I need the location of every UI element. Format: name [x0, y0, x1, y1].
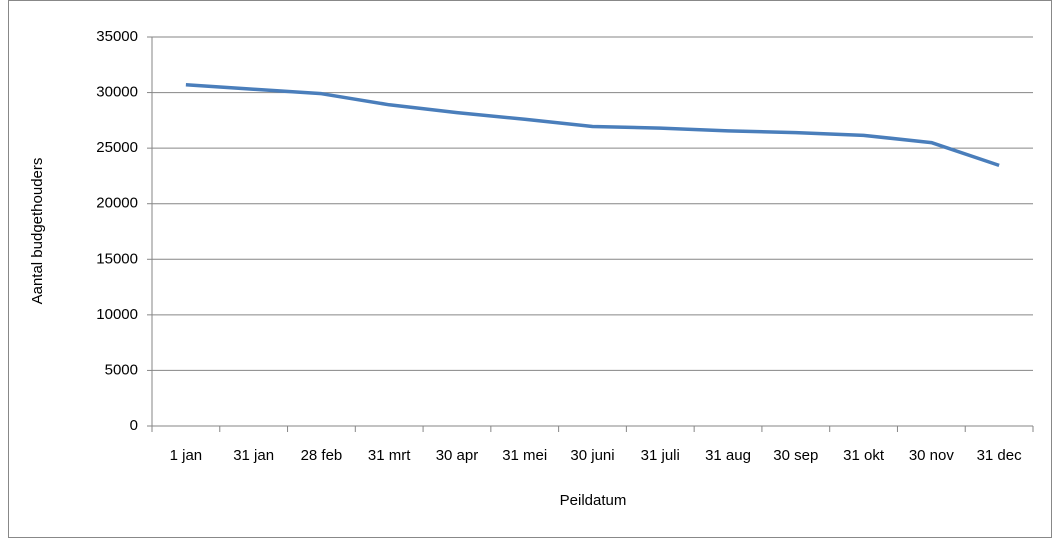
y-tick-label: 15000 [96, 250, 138, 267]
x-tick-label: 1 jan [170, 447, 203, 464]
y-tick-label: 10000 [96, 306, 138, 323]
y-tick-label: 35000 [96, 28, 138, 45]
x-tick-label: 31 mei [502, 447, 547, 464]
x-axis-title: Peildatum [560, 492, 627, 509]
chart-frame [8, 0, 1052, 538]
y-tick-label: 25000 [96, 139, 138, 156]
y-tick-label: 30000 [96, 84, 138, 101]
x-tick-label: 31 juli [641, 447, 680, 464]
x-tick-label: 28 feb [301, 447, 343, 464]
x-tick-label: 31 mrt [368, 447, 411, 464]
x-tick-label: 30 apr [436, 447, 479, 464]
x-tick-label: 31 jan [233, 447, 274, 464]
x-tick-label: 30 sep [773, 447, 818, 464]
x-tick-label: 31 dec [977, 447, 1023, 464]
x-tick-label: 30 juni [570, 447, 614, 464]
x-tick-label: 31 aug [705, 447, 751, 464]
y-tick-label: 5000 [105, 361, 138, 378]
y-axis-title: Aantal budgethouders [29, 158, 46, 305]
y-tick-label: 0 [130, 417, 138, 434]
y-tick-label: 20000 [96, 195, 138, 212]
data-line [185, 83, 1000, 168]
x-tick-label: 31 okt [843, 447, 885, 464]
x-tick-label: 30 nov [909, 447, 955, 464]
